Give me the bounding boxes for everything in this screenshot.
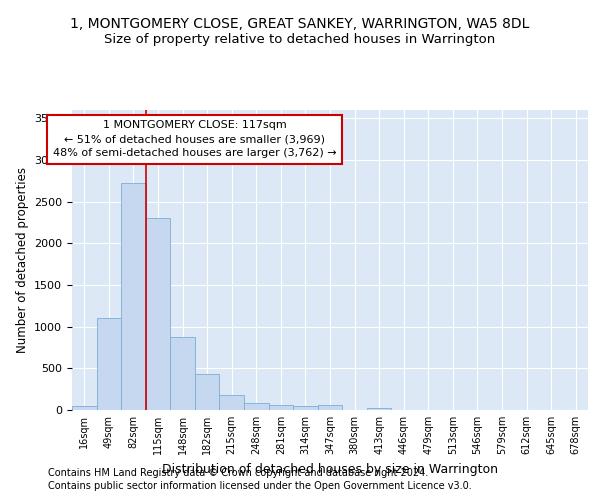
Bar	[72, 406, 97, 410]
Text: Size of property relative to detached houses in Warrington: Size of property relative to detached ho…	[104, 32, 496, 46]
Bar	[195, 374, 220, 410]
X-axis label: Distribution of detached houses by size in Warrington: Distribution of detached houses by size …	[162, 462, 498, 475]
Bar	[121, 182, 146, 410]
Text: Contains public sector information licensed under the Open Government Licence v3: Contains public sector information licen…	[48, 481, 472, 491]
Text: Contains HM Land Registry data © Crown copyright and database right 2024.: Contains HM Land Registry data © Crown c…	[48, 468, 428, 477]
Y-axis label: Number of detached properties: Number of detached properties	[16, 167, 29, 353]
Bar	[146, 218, 170, 410]
Bar	[170, 336, 195, 410]
Bar	[269, 406, 293, 410]
Text: 1 MONTGOMERY CLOSE: 117sqm
← 51% of detached houses are smaller (3,969)
48% of s: 1 MONTGOMERY CLOSE: 117sqm ← 51% of deta…	[53, 120, 337, 158]
Bar	[97, 318, 121, 410]
Bar	[318, 406, 342, 410]
Bar	[220, 396, 244, 410]
Bar	[367, 408, 391, 410]
Bar	[293, 406, 318, 410]
Bar	[244, 402, 269, 410]
Text: 1, MONTGOMERY CLOSE, GREAT SANKEY, WARRINGTON, WA5 8DL: 1, MONTGOMERY CLOSE, GREAT SANKEY, WARRI…	[70, 18, 530, 32]
